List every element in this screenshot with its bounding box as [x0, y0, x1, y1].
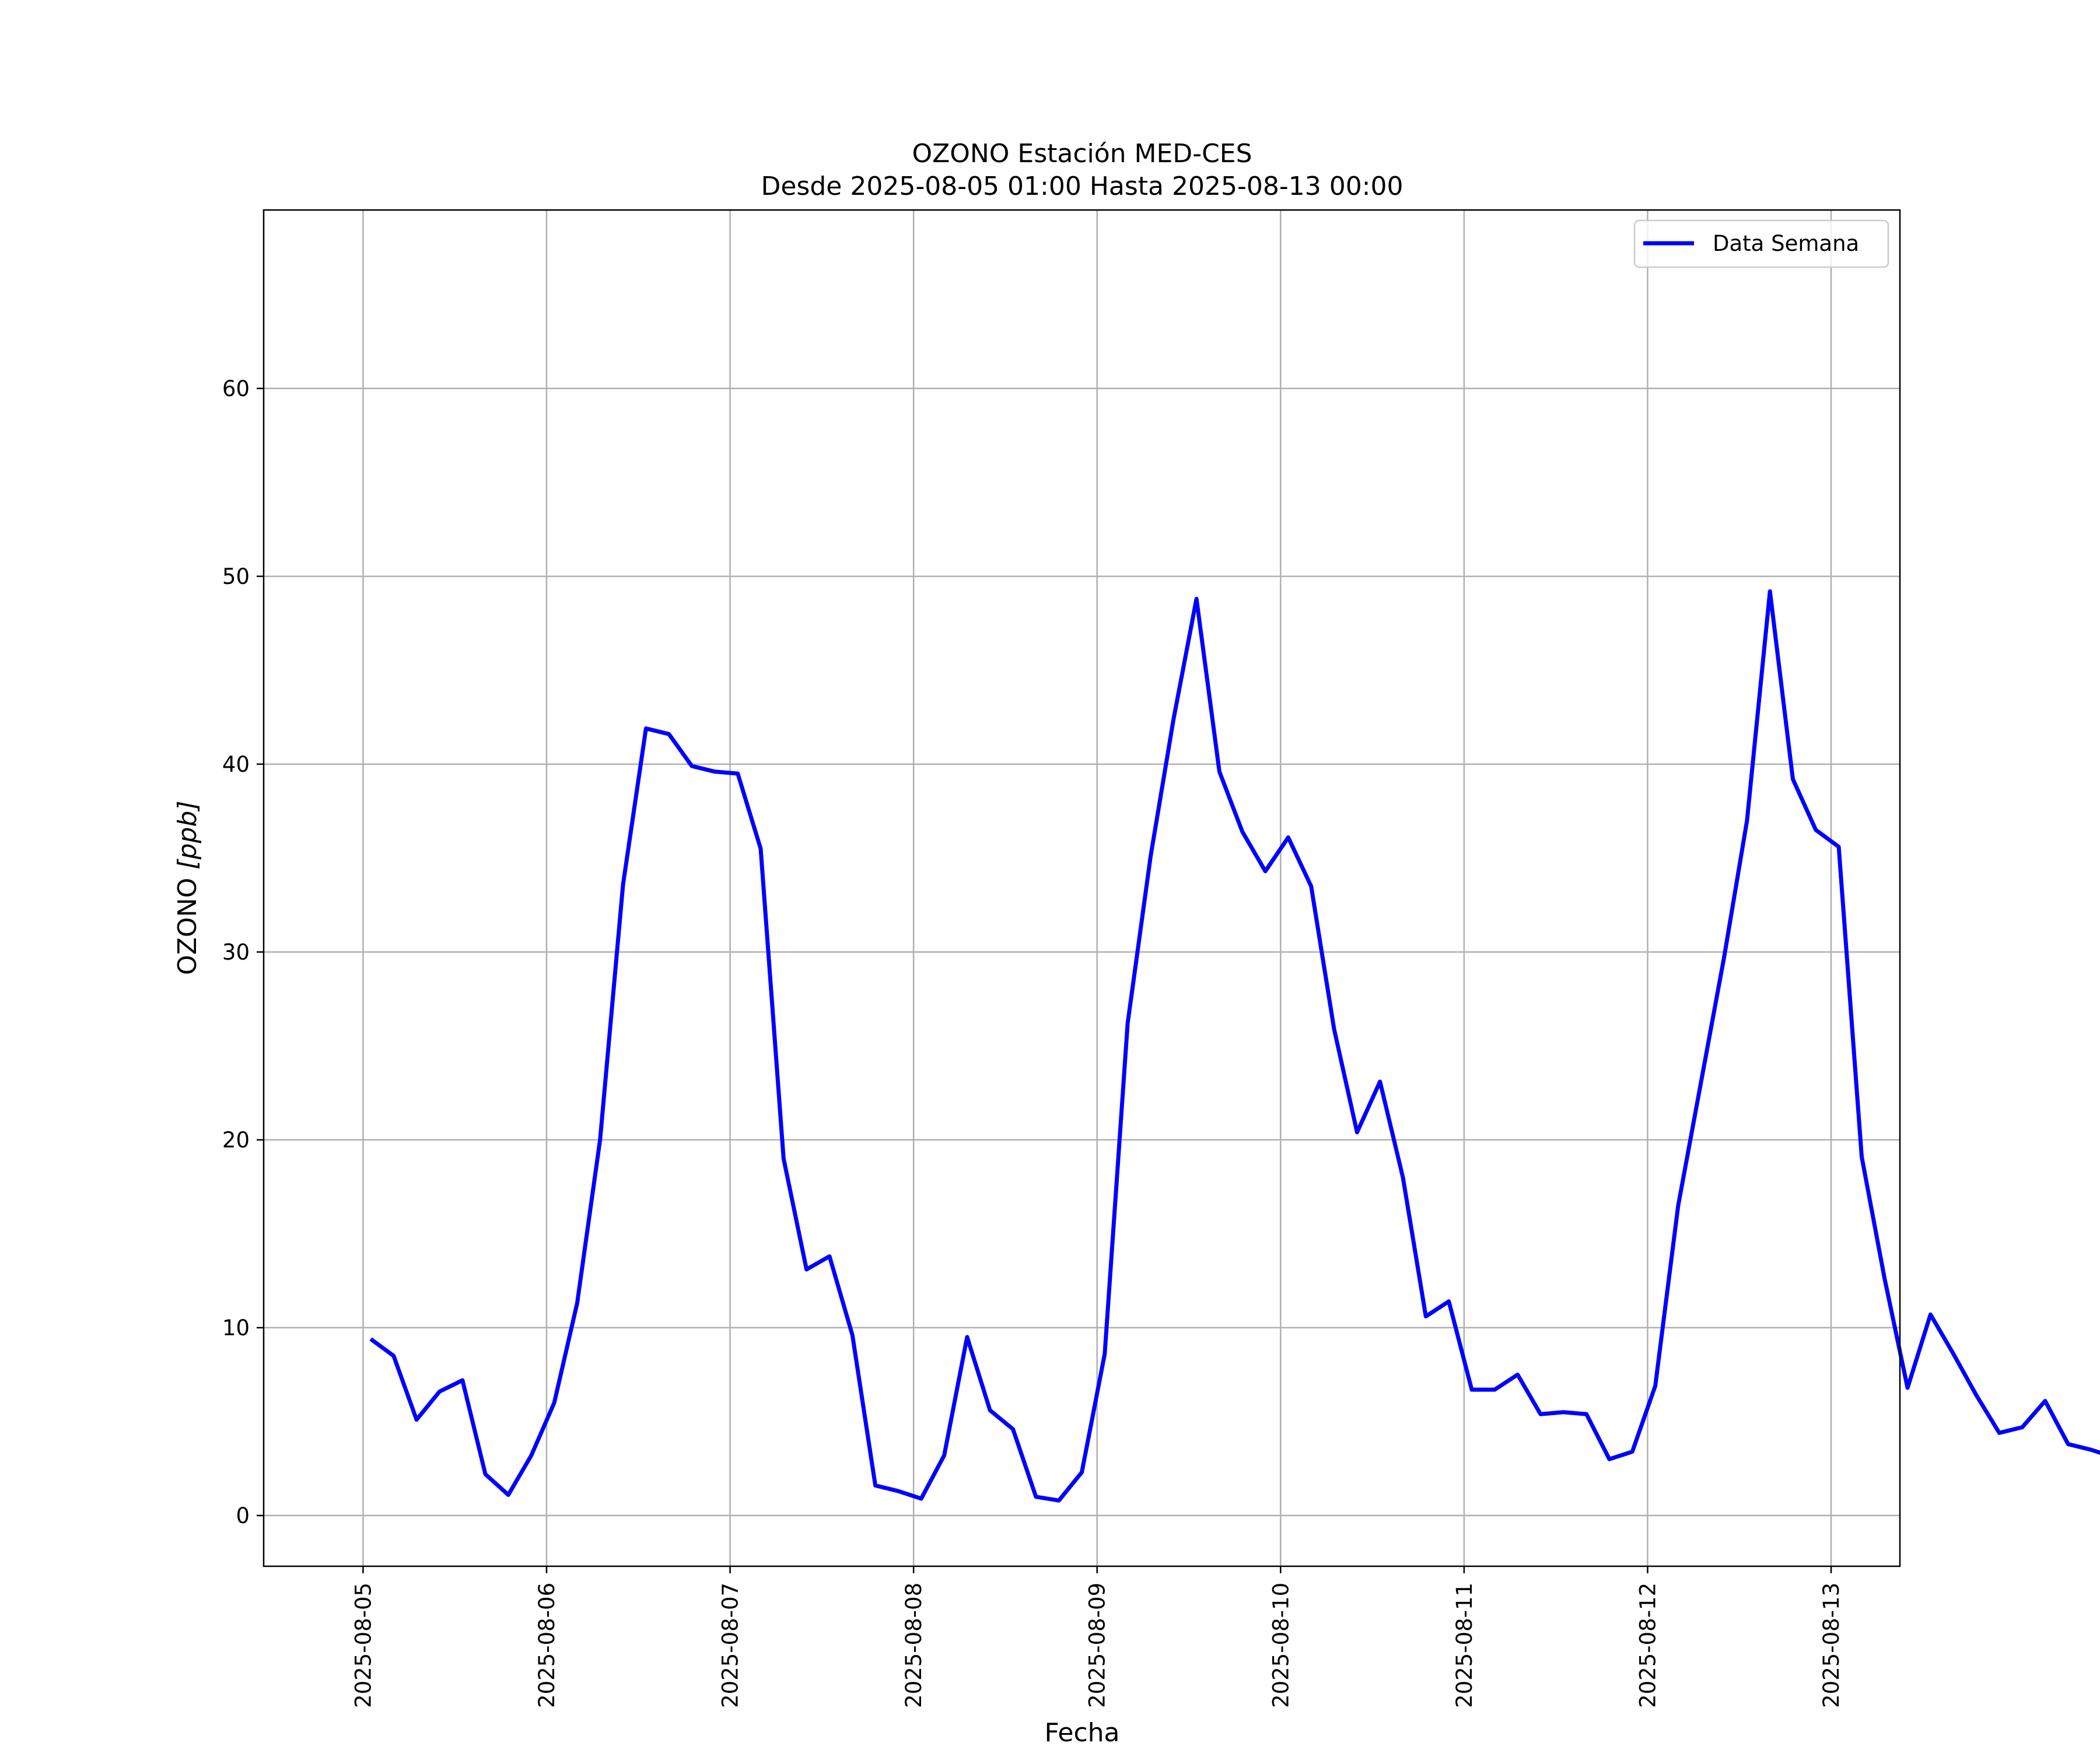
x-tick-label-3: 2025-08-08: [901, 1583, 926, 1708]
y-tick-label-3: 30: [222, 940, 250, 965]
x-tick-label-2: 2025-08-07: [718, 1583, 743, 1708]
y-axis-title-main: OZONO: [173, 870, 202, 975]
x-tick-label-0: 2025-08-05: [351, 1583, 376, 1708]
x-tick-label-4: 2025-08-09: [1085, 1583, 1110, 1708]
y-tick-label-1: 10: [222, 1315, 250, 1340]
plot-frame: [262, 209, 1901, 1567]
y-axis-title-unit: [ppb]: [173, 800, 202, 869]
y-tick-label-0: 0: [236, 1503, 250, 1528]
grid-layer: [264, 210, 1900, 1566]
series-layer: [369, 589, 2100, 1503]
tick-layer: 2025-08-05 2025-08-06 2025-08-07 2025-08-08…: [222, 376, 1844, 1708]
x-tick-label-5: 2025-08-10: [1268, 1583, 1293, 1708]
chart-title: OZONO Estación MED-CES: [912, 139, 1252, 169]
y-tick-label-2: 20: [222, 1128, 250, 1153]
legend-label: Data Semana: [1713, 231, 1859, 256]
x-tick-label-8: 2025-08-13: [1819, 1583, 1844, 1708]
y-tick-label-5: 50: [222, 564, 250, 589]
legend-box: [1633, 219, 1889, 268]
y-tick-label-6: 60: [222, 376, 250, 401]
x-axis-title: Fecha: [1044, 1718, 1119, 1748]
x-tick-label-6: 2025-08-11: [1452, 1583, 1477, 1708]
y-tick-label-4: 40: [222, 752, 250, 777]
x-tick-label-7: 2025-08-12: [1635, 1583, 1660, 1708]
legend: Data Semana: [1633, 219, 1889, 268]
series-line-0: [369, 589, 2100, 1503]
chart-subtitle: Desde 2025-08-05 01:00 Hasta 2025-08-13 …: [761, 172, 1403, 201]
y-axis-title: OZONO [ppb]: [173, 800, 202, 975]
x-tick-label-1: 2025-08-06: [534, 1583, 559, 1708]
